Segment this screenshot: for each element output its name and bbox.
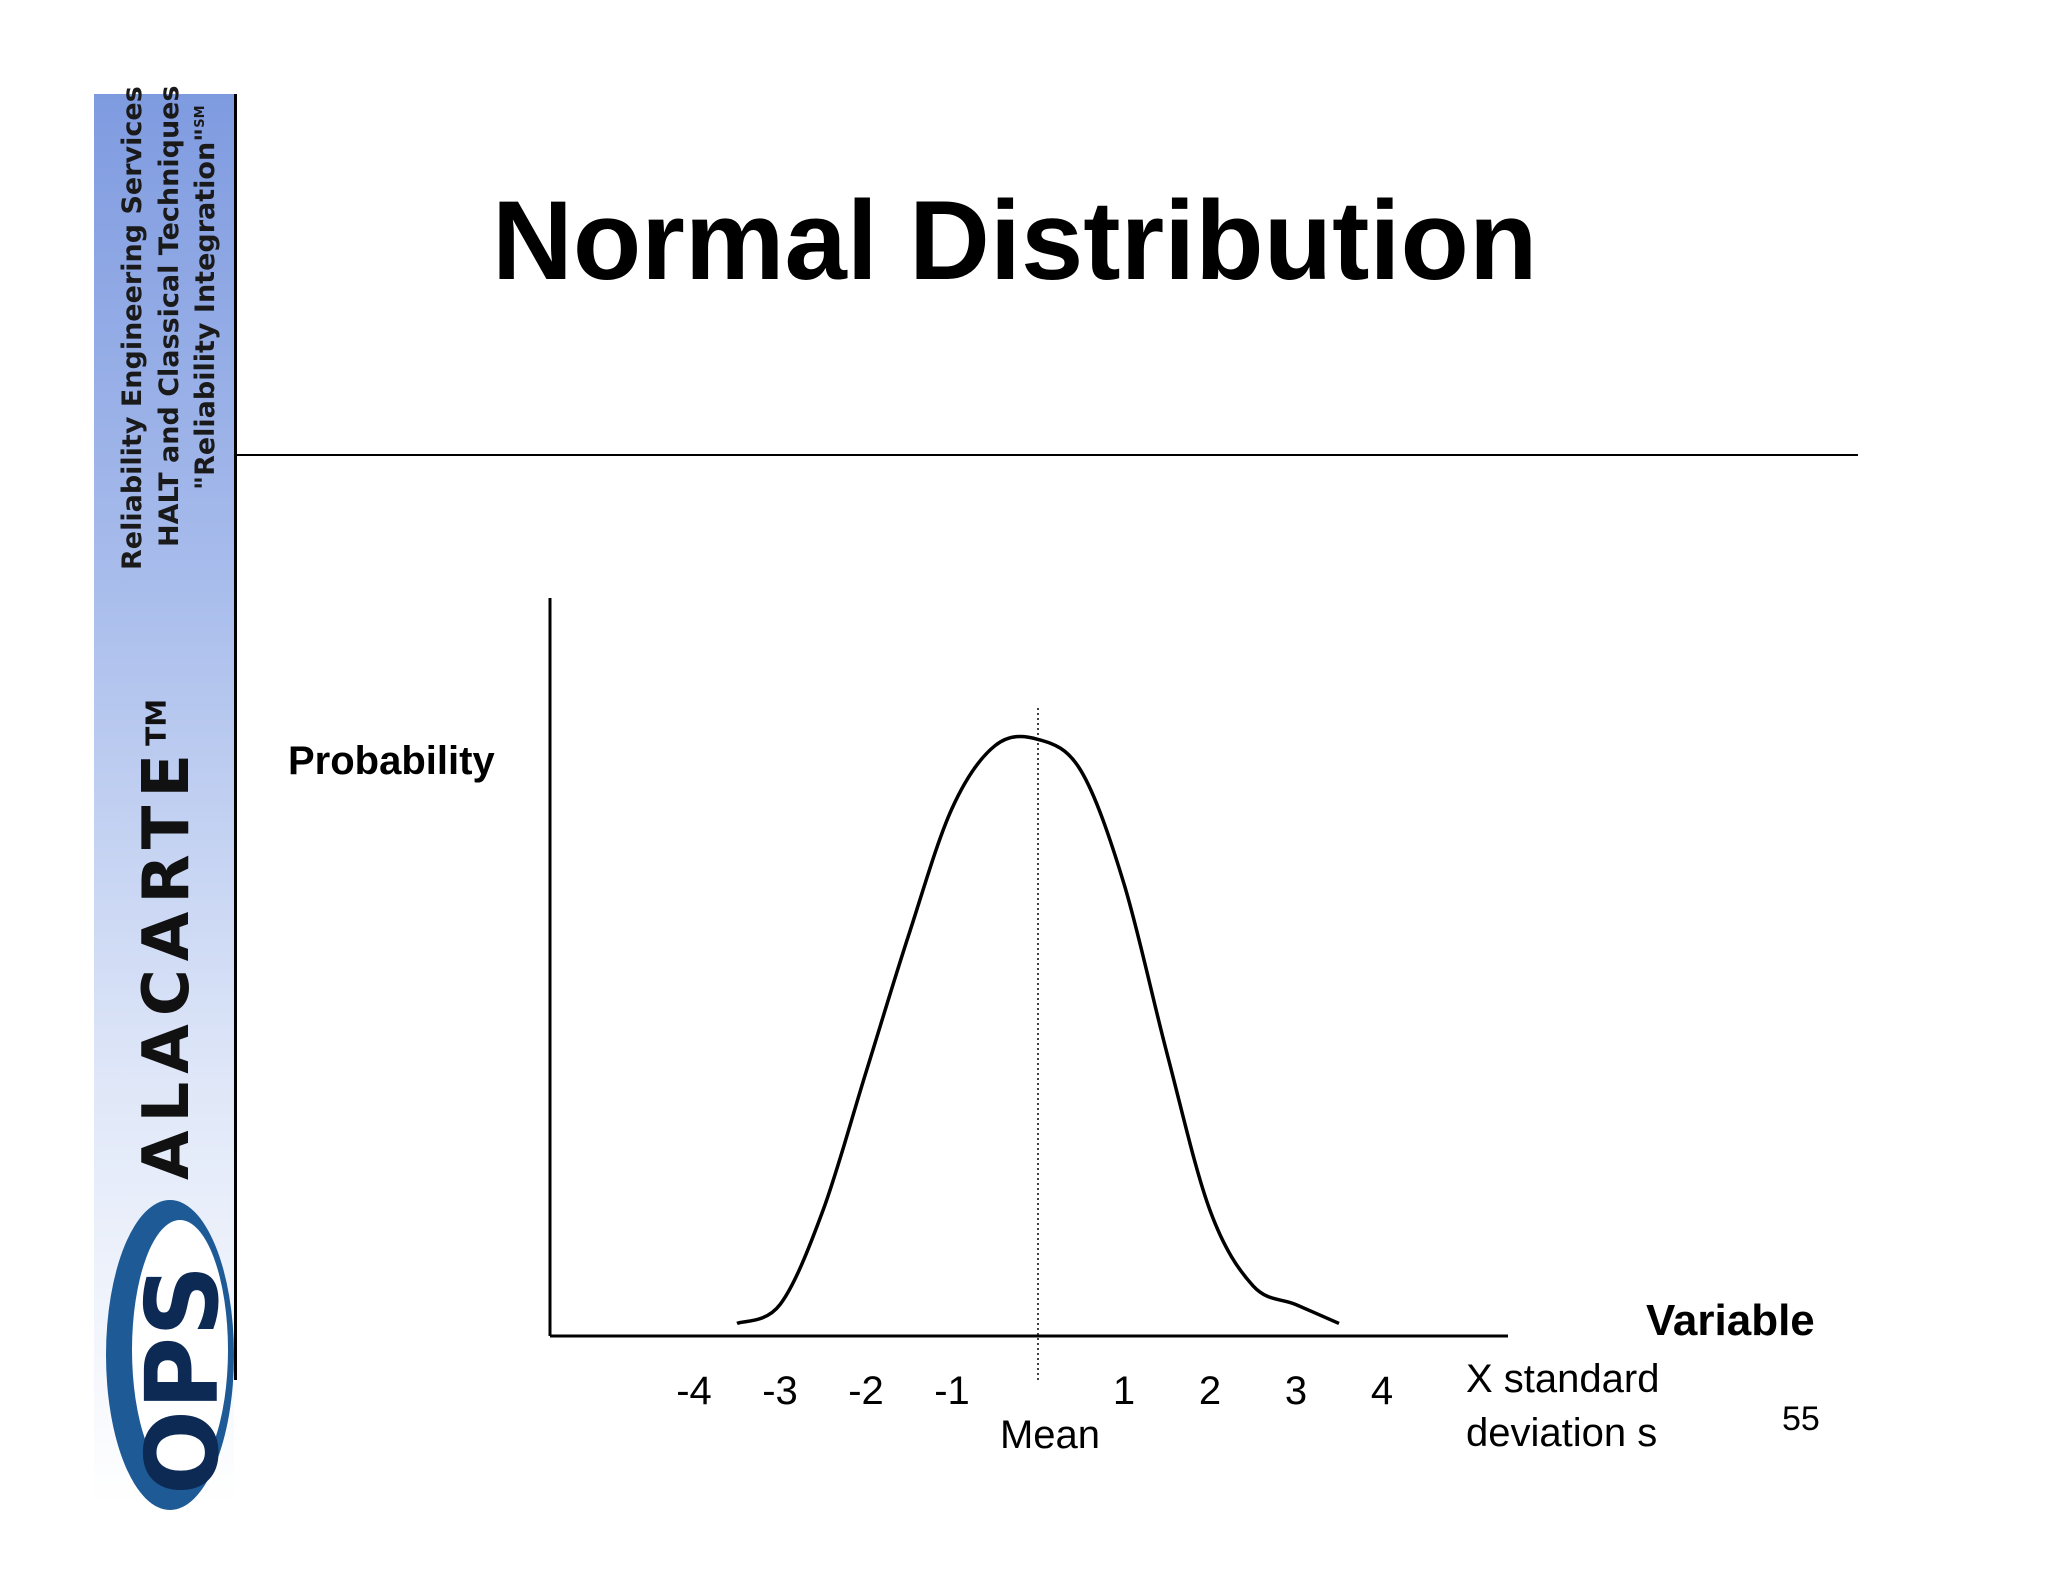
ops-logo: OPS	[106, 1200, 241, 1510]
y-axis-label: Probability	[288, 739, 495, 783]
slide-title: Normal Distribution	[492, 178, 1538, 303]
x-tick-label: -3	[762, 1369, 798, 1413]
logo-inner-ellipse	[132, 1220, 228, 1480]
x-axis-label: Variable	[1646, 1296, 1815, 1345]
distribution-curve	[736, 734, 1340, 1326]
x-tick-label: 4	[1371, 1369, 1393, 1413]
banner-divider	[234, 94, 237, 1380]
x-tick-label: 3	[1285, 1369, 1307, 1413]
x-tick-label: 2	[1199, 1369, 1221, 1413]
page-number: 55	[1782, 1400, 1820, 1438]
unit-label-line-2: deviation s	[1466, 1411, 1657, 1455]
x-tick-label: -4	[676, 1369, 712, 1413]
logo-text: OPS	[124, 1265, 241, 1495]
x-tick-labels: -4 -3 -2 -1 1 2 3 4	[676, 1369, 1393, 1413]
mean-label: Mean	[1000, 1413, 1100, 1457]
x-tick-label: -2	[848, 1369, 884, 1413]
x-tick-label: 1	[1113, 1369, 1135, 1413]
title-divider	[234, 454, 1858, 456]
x-tick-label: -1	[934, 1369, 970, 1413]
unit-label-line-1: X standard	[1466, 1357, 1659, 1401]
